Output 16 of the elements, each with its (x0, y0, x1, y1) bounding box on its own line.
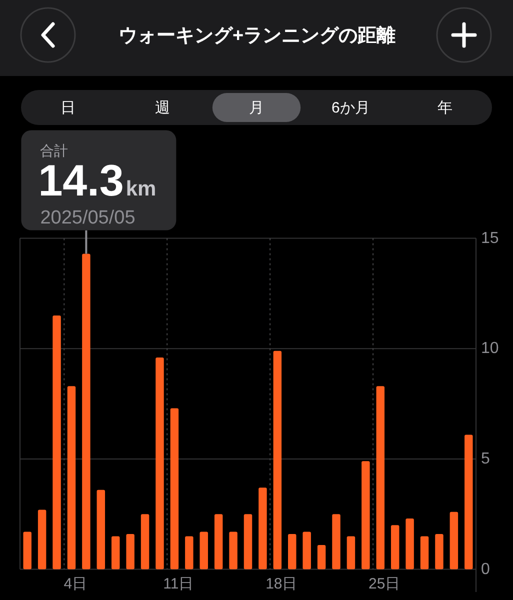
x-tick-label: 25日 (368, 576, 400, 592)
segment: 6か月 (332, 100, 370, 116)
x-tick-label: 18日 (266, 576, 298, 592)
segment: 週 (154, 100, 170, 116)
y-tick-label: 5 (481, 450, 490, 468)
segment: 日 (60, 100, 76, 116)
x-tick-label: 4日 (64, 576, 88, 592)
segment: 月 (249, 100, 264, 116)
callout: 合計 14.3km 2025/05/05 (21, 130, 176, 254)
x-tick-label: 11日 (163, 576, 194, 592)
annotation: 合計 14.3km 2025/05/05 (38, 142, 156, 228)
y-tick-label: 0 (481, 560, 490, 578)
y-tick-label: 15 (481, 230, 499, 247)
y-tick-label: 10 (481, 340, 499, 358)
segment: 年 (437, 100, 452, 116)
title: ウォーキング+ランニングの距離 (118, 26, 396, 46)
